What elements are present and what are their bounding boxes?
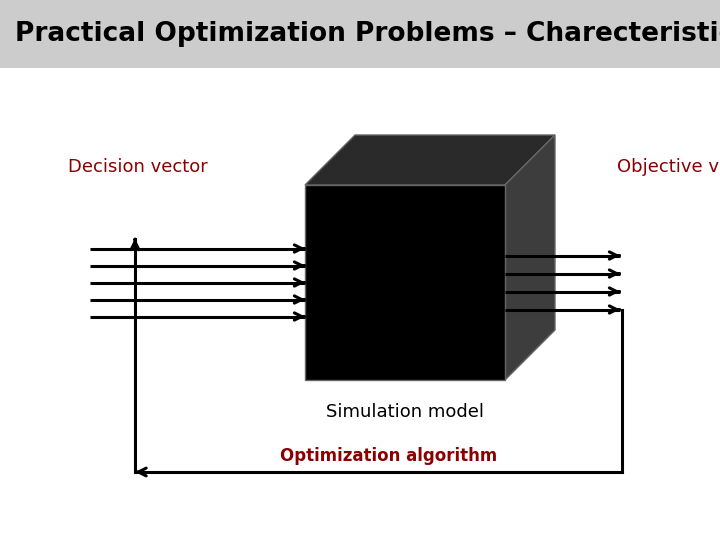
Text: Simulation model: Simulation model bbox=[326, 403, 484, 421]
Text: Objective vector: Objective vector bbox=[617, 158, 720, 176]
Text: Optimization algorithm: Optimization algorithm bbox=[280, 447, 497, 465]
Polygon shape bbox=[305, 135, 555, 185]
Bar bbox=[305, 185, 505, 380]
Text: Decision vector: Decision vector bbox=[68, 158, 208, 176]
Bar bbox=[0, 0, 720, 68]
Polygon shape bbox=[505, 135, 555, 380]
Text: Practical Optimization Problems – Charecteristics!: Practical Optimization Problems – Charec… bbox=[15, 21, 720, 47]
